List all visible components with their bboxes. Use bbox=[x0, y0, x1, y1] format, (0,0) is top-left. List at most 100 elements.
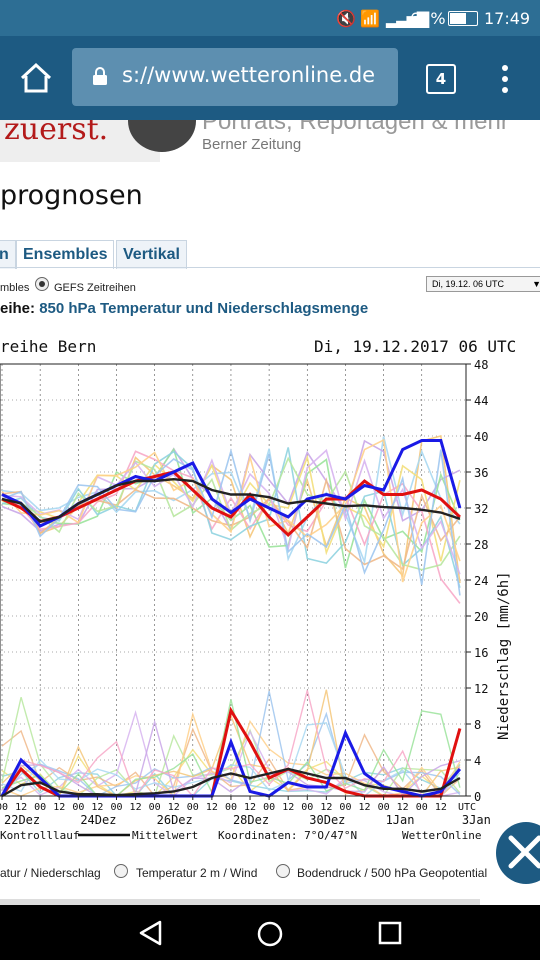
ensemble-temp-line bbox=[1, 448, 461, 596]
lock-icon bbox=[93, 67, 107, 85]
page-cutoff-shadow bbox=[0, 899, 480, 905]
signal-icon: ▂▃▅▇ bbox=[386, 9, 429, 28]
temp-series-2 bbox=[1, 477, 461, 523]
y-tick-label: 28 bbox=[474, 538, 488, 552]
ensemble-precip-line bbox=[1, 719, 461, 797]
x-tick-label: 00 bbox=[263, 802, 275, 813]
url-text: s://www.wetteronline.de bbox=[122, 63, 376, 87]
legend-mean-label: Mittelwert bbox=[132, 829, 198, 842]
option-temp2m-label: Temperatur 2 m / Wind bbox=[136, 866, 258, 880]
ad-banner[interactable]: zuerst. Portrats, Reportagen & mehr Bern… bbox=[0, 120, 540, 164]
ensemble-temp-line bbox=[1, 438, 461, 583]
x-tick-label: 00 bbox=[0, 802, 8, 813]
chart-options: atur / Niederschlag Temperatur 2 m / Win… bbox=[0, 860, 500, 886]
chart-title-right: Di, 19.12.2017 06 UTC bbox=[314, 337, 516, 356]
home-nav-icon[interactable] bbox=[255, 919, 285, 949]
kebab-menu-icon bbox=[502, 65, 508, 93]
ensemble-precip-line bbox=[1, 763, 461, 797]
y-tick-label: 48 bbox=[474, 358, 488, 372]
y-tick-label: 20 bbox=[474, 610, 488, 624]
x-tick-label: 12 bbox=[359, 802, 371, 813]
date-label: 30Dez bbox=[309, 813, 345, 827]
tab-ensembles[interactable]: Ensembles bbox=[16, 240, 115, 269]
x-tick-label: 12 bbox=[282, 802, 294, 813]
right-axis-label: Niederschlag [mm/6h] bbox=[496, 571, 512, 740]
radio-gefs-label: GEFS Zeitreihen bbox=[54, 282, 136, 294]
status-bar: 🔇 📶 ▂▃▅▇ 63% 17:49 bbox=[0, 0, 540, 36]
ensemble-precip-line bbox=[1, 709, 461, 797]
home-button[interactable] bbox=[14, 60, 58, 96]
utc-label: UTC bbox=[458, 802, 476, 813]
back-icon[interactable] bbox=[136, 919, 166, 947]
x-tick-label: 12 bbox=[53, 802, 65, 813]
option-temp-precip-label: atur / Niederschlag bbox=[0, 866, 101, 880]
legend-brand: WetterOnline bbox=[402, 829, 481, 842]
tab-vertikal[interactable]: Vertikal bbox=[116, 240, 187, 269]
x-tick-label: 00 bbox=[301, 802, 313, 813]
x-tick-label: 12 bbox=[91, 802, 103, 813]
x-tick-label: 00 bbox=[378, 802, 390, 813]
battery-percent: 63% bbox=[410, 9, 446, 28]
ensemble-precip-line bbox=[1, 699, 461, 797]
date-select[interactable]: Di, 19.12. 06 UTC ▼ bbox=[426, 276, 540, 292]
mute-icon: 🔇 bbox=[336, 9, 356, 28]
chevron-down-icon: ▼ bbox=[532, 279, 540, 289]
date-label: 22Dez bbox=[4, 813, 40, 827]
x-tick-label: 12 bbox=[206, 802, 218, 813]
option-pressure-radio[interactable] bbox=[276, 864, 290, 878]
x-tick-label: 12 bbox=[244, 802, 256, 813]
date-label: 24Dez bbox=[80, 813, 116, 827]
temp-series-0 bbox=[1, 470, 461, 538]
x-tick-label: 00 bbox=[149, 802, 161, 813]
recents-icon[interactable] bbox=[376, 919, 404, 947]
ensemble-chart: 4844403632282420161284000120012001200120… bbox=[0, 330, 540, 845]
ad-right-text: Portrats, Reportagen & mehr bbox=[202, 120, 509, 135]
y-tick-label: 44 bbox=[474, 394, 488, 408]
date-label: 26Dez bbox=[157, 813, 193, 827]
tab-partial[interactable]: n bbox=[0, 240, 16, 269]
y-tick-label: 16 bbox=[474, 646, 488, 660]
chart-heading: eihe: 850 hPa Temperatur und Niederschla… bbox=[0, 300, 368, 317]
y-tick-label: 0 bbox=[474, 790, 481, 804]
chart-heading-text: 850 hPa Temperatur und Niederschlagsmeng… bbox=[39, 300, 369, 317]
x-tick-label: 00 bbox=[187, 802, 199, 813]
chart-axes: 4844403632282420161284000120012001200120… bbox=[0, 358, 491, 827]
x-tick-label: 00 bbox=[72, 802, 84, 813]
close-icon bbox=[508, 835, 540, 869]
gefs-radio[interactable] bbox=[35, 277, 49, 291]
ad-sub-text: Berner Zeitung bbox=[202, 136, 302, 153]
x-tick-label: 00 bbox=[416, 802, 428, 813]
system-nav-bar bbox=[0, 905, 540, 960]
clock: 17:49 bbox=[484, 9, 531, 28]
option-temp2m-radio[interactable] bbox=[114, 864, 128, 878]
x-tick-label: 12 bbox=[435, 802, 447, 813]
battery-icon bbox=[448, 11, 478, 26]
y-tick-label: 24 bbox=[474, 574, 488, 588]
chart-title-left: reihe Bern bbox=[0, 337, 96, 356]
ensemble-temp-line bbox=[1, 447, 461, 569]
ensemble-precip-line bbox=[1, 690, 461, 798]
page-title: prognosen bbox=[0, 180, 143, 211]
ensemble-temp-line bbox=[1, 477, 461, 571]
y-tick-label: 40 bbox=[474, 430, 488, 444]
y-tick-label: 36 bbox=[474, 466, 488, 480]
date-label: 1Jan bbox=[386, 813, 415, 827]
x-tick-label: 12 bbox=[15, 802, 27, 813]
y-tick-label: 32 bbox=[474, 502, 488, 516]
tab-switcher-button[interactable]: 4 bbox=[426, 64, 456, 94]
option-pressure-label: Bodendruck / 500 hPa Geopotential bbox=[297, 866, 488, 880]
radio-ensembles-label: mbles bbox=[0, 282, 30, 294]
url-bar[interactable]: s://www.wetteronline.de bbox=[72, 48, 398, 106]
y-tick-label: 4 bbox=[474, 754, 481, 768]
x-tick-label: 00 bbox=[225, 802, 237, 813]
x-tick-label: 00 bbox=[34, 802, 46, 813]
ensemble-temp-line bbox=[1, 436, 461, 565]
ad-left-text: zuerst. bbox=[4, 120, 109, 147]
overflow-menu-button[interactable] bbox=[500, 64, 510, 94]
close-ad-button[interactable] bbox=[496, 822, 540, 884]
x-tick-label: 12 bbox=[320, 802, 332, 813]
legend-control-label: Kontrolllauf bbox=[0, 829, 79, 842]
date-label: 3Jan bbox=[462, 813, 491, 827]
browser-toolbar: s://www.wetteronline.de 4 bbox=[0, 36, 540, 120]
wifi-icon: 📶 bbox=[360, 9, 380, 28]
